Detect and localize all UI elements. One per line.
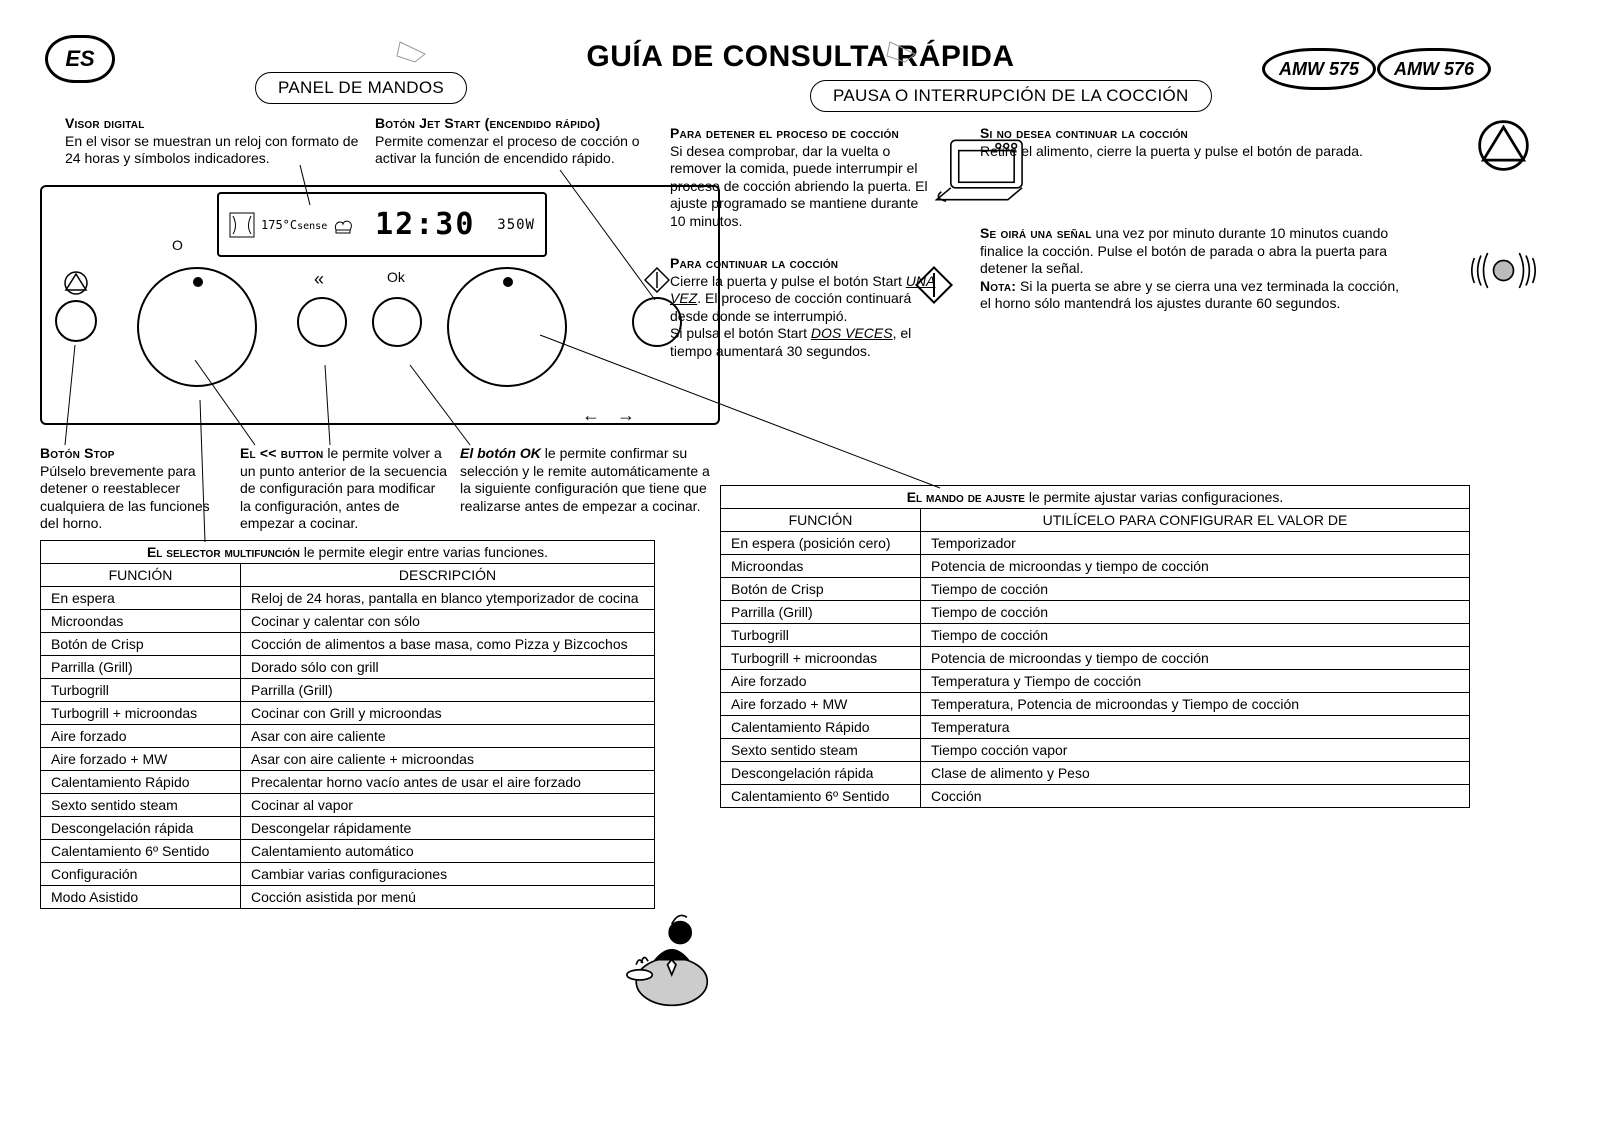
table-row: Botón de CrispCocción de alimentos a bas…	[41, 633, 655, 656]
label-o: O	[172, 237, 183, 253]
callout-back: El << button le permite volver a un punt…	[240, 445, 450, 533]
table-row: Aire forzadoTemperatura y Tiempo de cocc…	[721, 670, 1470, 693]
table-row: Descongelación rápidaDescongelar rápidam…	[41, 817, 655, 840]
knob-adjust[interactable]	[447, 267, 567, 387]
lcd-power: 350W	[497, 217, 535, 233]
chef-hat-icon	[333, 215, 353, 235]
table-row: Parrilla (Grill)Tiempo de cocción	[721, 601, 1470, 624]
table-row: Turbogrill + microondasCocinar con Grill…	[41, 702, 655, 725]
table-row: En espera (posición cero)Temporizador	[721, 532, 1470, 555]
bubble-pause: PAUSA O INTERRUPCIÓN DE LA COCCIÓN	[810, 80, 1212, 112]
callout-jet: Botón Jet Start (encendido rápido) Permi…	[375, 115, 655, 168]
table-row: Modo AsistidoCocción asistida por menú	[41, 886, 655, 909]
table-row: Calentamiento 6º SentidoCalentamiento au…	[41, 840, 655, 863]
callout-stop: Botón Stop Púlselo brevemente para deten…	[40, 445, 230, 533]
table1-body: En esperaReloj de 24 horas, pantalla en …	[41, 587, 655, 909]
table-functions: El selector multifunción le permite eleg…	[40, 540, 655, 909]
table-row: Turbogrill + microondasPotencia de micro…	[721, 647, 1470, 670]
door-open-icon	[914, 265, 954, 313]
lang-badge: ES	[45, 35, 115, 83]
model-badge-a: AMW 575	[1262, 48, 1376, 90]
table-row: Calentamiento RápidoPrecalentar horno va…	[41, 771, 655, 794]
bubble-panel: PANEL DE MANDOS	[255, 72, 467, 104]
table-row: Aire forzadoAsar con aire caliente	[41, 725, 655, 748]
lcd-temp: 175°Csense	[261, 218, 327, 232]
table-row: TurbogrillTiempo de cocción	[721, 624, 1470, 647]
table-row: Descongelación rápidaClase de alimento y…	[721, 762, 1470, 785]
btn-stop-ext[interactable]	[55, 300, 97, 342]
btn-ok[interactable]	[372, 297, 422, 347]
table2-body: En espera (posición cero)TemporizadorMic…	[721, 532, 1470, 808]
callout-nodesea: Si no desea continuar la cocción Retire …	[980, 125, 1420, 160]
table-row: Sexto sentido steamTiempo cocción vapor	[721, 739, 1470, 762]
lcd-left: 175°Csense	[229, 212, 353, 238]
table-row: Aire forzado + MWTemperatura, Potencia d…	[721, 693, 1470, 716]
control-panel: 175°Csense 12:30 350W ← → O « Ok	[40, 185, 720, 425]
callout-ok: El botón OK le permite confirmar su sele…	[460, 445, 710, 515]
jetstart-icon	[644, 267, 670, 293]
table-row: ConfiguraciónCambiar varias configuracio…	[41, 863, 655, 886]
table-row: Parrilla (Grill)Dorado sólo con grill	[41, 656, 655, 679]
label-back: «	[314, 269, 324, 290]
sound-icon	[1466, 248, 1541, 293]
table-row: Calentamiento 6º SentidoCocción	[721, 785, 1470, 808]
callout-continuar: Para continuar la cocción Cierre la puer…	[670, 255, 950, 360]
table-row: MicroondasPotencia de microondas y tiemp…	[721, 555, 1470, 578]
lcd-display: 175°Csense 12:30 350W	[217, 192, 547, 257]
lcd-arrows: ← →	[582, 405, 641, 426]
table-row: MicroondasCocinar y calentar con sólo	[41, 610, 655, 633]
stop-icon	[58, 268, 94, 298]
callout-visor: Visor digital En el visor se muestran un…	[65, 115, 365, 168]
table-row: Calentamiento RápidoTemperatura	[721, 716, 1470, 739]
btn-back[interactable]	[297, 297, 347, 347]
butler-icon	[620, 897, 715, 1007]
model-badge-b: AMW 576	[1377, 48, 1491, 90]
table-row: En esperaReloj de 24 horas, pantalla en …	[41, 587, 655, 610]
lcd-time: 12:30	[375, 207, 475, 242]
callout-detener: Para detener el proceso de cocción Si de…	[670, 125, 935, 230]
stop-triangle-icon	[1476, 118, 1531, 173]
callout-senal: Se oirá una señal una vez por minuto dur…	[980, 225, 1410, 313]
table-row: TurbogrillParrilla (Grill)	[41, 679, 655, 702]
label-ok: Ok	[387, 269, 405, 285]
table-row: Botón de CrispTiempo de cocción	[721, 578, 1470, 601]
table-adjust: El mando de ajuste le permite ajustar va…	[720, 485, 1470, 808]
curtain-icon	[229, 212, 255, 238]
table-row: Aire forzado + MWAsar con aire caliente …	[41, 748, 655, 771]
oven-open-icon	[935, 135, 1030, 205]
knob-function[interactable]	[137, 267, 257, 387]
table-row: Sexto sentido steamCocinar al vapor	[41, 794, 655, 817]
